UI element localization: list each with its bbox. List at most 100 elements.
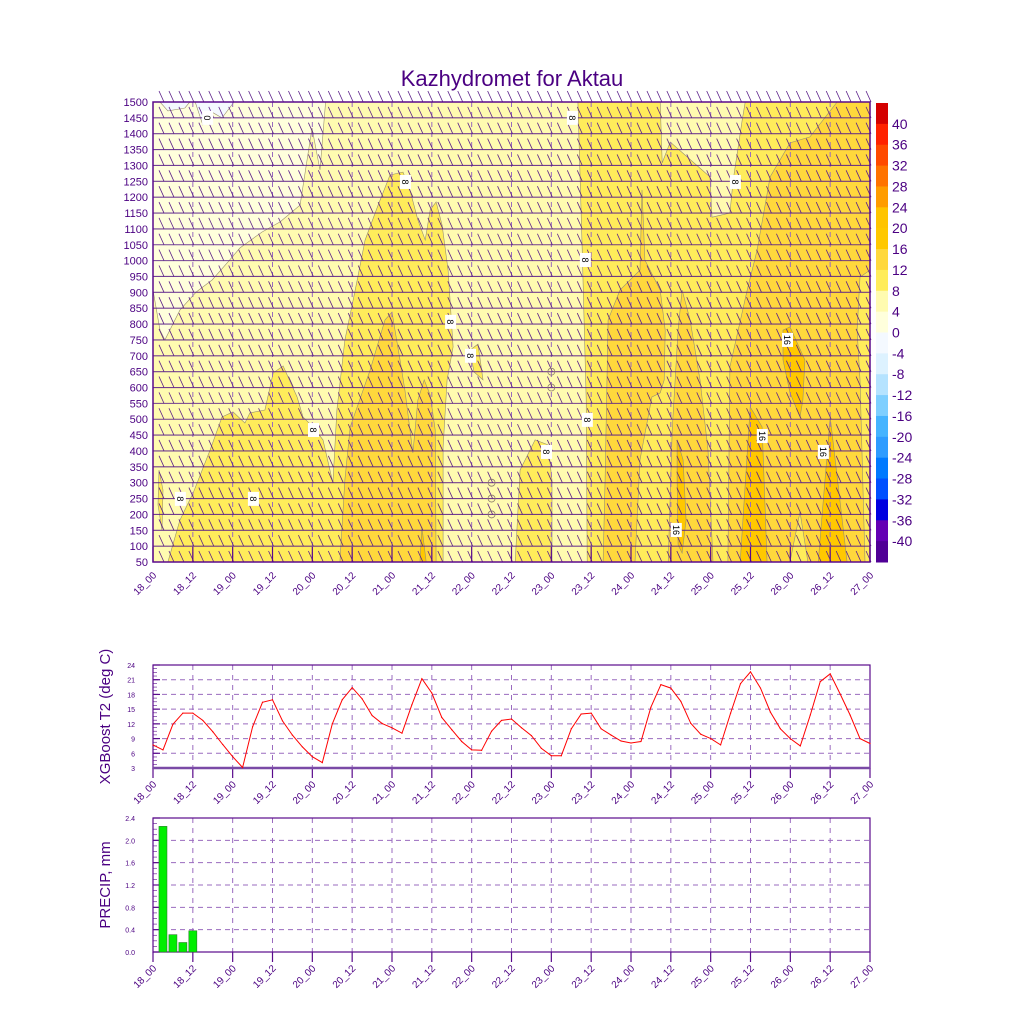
wind-barb — [298, 106, 304, 119]
wind-barb — [706, 233, 713, 245]
wind-barb — [736, 312, 742, 325]
temperature-point — [570, 728, 572, 730]
wind-barb — [666, 439, 673, 452]
wind-barb — [298, 170, 304, 182]
x-tick-label: 20_00 — [291, 570, 319, 598]
wind-barb — [527, 90, 533, 103]
wind-barb — [746, 138, 752, 150]
x-tick-label: 26_12 — [809, 963, 837, 991]
wind-barb — [347, 519, 354, 531]
wind-barb — [288, 423, 294, 436]
x-tick-label: 26_12 — [809, 570, 837, 598]
wind-barb — [576, 550, 583, 563]
wind-barb — [517, 487, 523, 499]
wind-barb — [696, 233, 703, 245]
wind-barb — [815, 519, 822, 531]
wind-barb — [288, 265, 294, 277]
y-tick-label: 200 — [130, 509, 148, 521]
wind-barb — [776, 249, 782, 261]
wind-barb — [746, 423, 752, 436]
wind-barb — [397, 154, 404, 166]
wind-barb — [467, 265, 474, 277]
temperature-point — [710, 737, 712, 740]
wind-barb — [248, 408, 254, 420]
wind-barb — [636, 503, 643, 515]
wind-barb — [387, 281, 394, 293]
contour-label: 16 — [670, 522, 682, 537]
wind-barb — [786, 138, 792, 150]
wind-barb — [576, 201, 583, 214]
colorbar-swatch — [876, 249, 888, 271]
contour-label-bg — [579, 252, 591, 267]
wind-barb — [218, 487, 225, 499]
wind-barb — [825, 265, 832, 277]
wind-barb — [776, 312, 782, 325]
wind-barb — [716, 154, 723, 166]
wind-barb — [357, 487, 364, 499]
wind-barb — [626, 106, 633, 119]
wind-barb — [168, 106, 175, 119]
wind-barb — [646, 487, 653, 499]
wind-barb — [407, 550, 414, 563]
wind-barb — [298, 519, 304, 531]
wind-barb — [327, 154, 334, 166]
y-tick-label: 2.4 — [125, 816, 135, 823]
wind-barb — [407, 503, 414, 515]
wind-barb — [178, 519, 185, 531]
wind-barb — [387, 122, 394, 134]
wind-barb — [317, 503, 324, 515]
wind-barb — [646, 471, 653, 483]
wind-barb — [218, 439, 225, 452]
wind-barb — [576, 328, 583, 341]
wind-barb — [427, 122, 434, 134]
wind-barb — [556, 503, 563, 515]
wind-barb — [298, 154, 304, 166]
wind-barb — [855, 519, 862, 531]
wind-barb — [397, 360, 404, 372]
wind-barb — [258, 249, 264, 261]
wind-barb — [646, 233, 653, 245]
wind-barb — [576, 360, 583, 372]
wind-barb — [367, 297, 374, 309]
wind-barb — [278, 186, 284, 198]
temperature-point — [620, 740, 622, 742]
wind-barb — [218, 471, 225, 483]
wind-barb — [198, 281, 205, 293]
wind-barb — [527, 265, 533, 277]
wind-barb — [377, 265, 384, 277]
wind-barb — [178, 550, 185, 563]
wind-barb — [686, 312, 693, 325]
wind-barb — [487, 281, 493, 293]
wind-barb — [278, 360, 284, 372]
wind-barb — [258, 170, 264, 182]
wind-barb — [208, 90, 215, 103]
wind-barb — [547, 344, 553, 356]
wind-barb — [815, 138, 822, 150]
y-tick-label: 450 — [130, 430, 148, 442]
wind-barb — [198, 154, 205, 166]
wind-barb — [766, 170, 772, 182]
wind-barb — [795, 138, 802, 150]
wind-barb — [377, 297, 384, 309]
wind-barb — [407, 106, 414, 119]
wind-barb — [726, 249, 732, 261]
wind-barb — [497, 439, 503, 452]
wind-barb — [586, 344, 593, 356]
wind-barb — [218, 122, 225, 134]
wind-barb — [477, 423, 484, 436]
y-tick-label: 300 — [130, 478, 148, 490]
wind-barb — [228, 408, 235, 420]
wind-barb — [278, 265, 284, 277]
wind-barb — [716, 360, 723, 372]
wind-barb — [268, 249, 274, 261]
wind-barb — [228, 233, 235, 245]
wind-barb — [547, 519, 553, 531]
wind-barb — [556, 487, 563, 499]
wind-barb — [168, 201, 175, 214]
wind-barb — [756, 297, 762, 309]
wind-barb — [427, 487, 434, 499]
wind-barb — [278, 328, 284, 341]
wind-barb — [487, 106, 493, 119]
wind-barb — [746, 392, 752, 404]
wind-barb — [357, 90, 364, 103]
